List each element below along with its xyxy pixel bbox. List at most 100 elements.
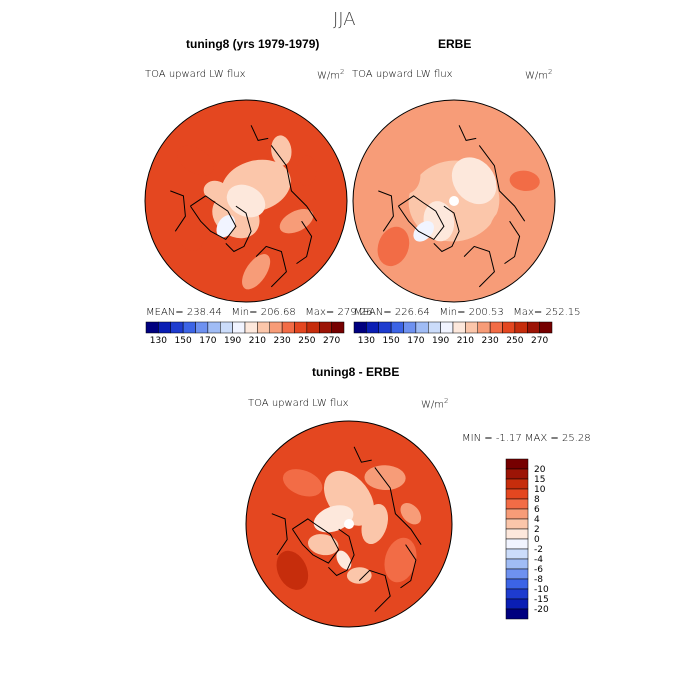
diff-panel-title: tuning8 - ERBE [312, 365, 400, 379]
diff-colorbar-swatch [505, 548, 529, 560]
model-colorbar-swatch [294, 321, 308, 334]
obs-colorbar-tick-label: 270 [531, 336, 548, 346]
obs-colorbar-swatch [514, 321, 528, 334]
diff-max-value: 25.28 [561, 433, 591, 444]
model-colorbar-swatch [257, 321, 270, 334]
diff-colorbar-tick-label: 8 [534, 495, 540, 505]
obs-colorbar-swatch [465, 321, 478, 334]
model-contour-patch [203, 180, 228, 202]
model-colorbar-swatch [207, 321, 221, 334]
diff-contour-patch [276, 550, 309, 590]
diff-colorbar-swatch [505, 498, 529, 510]
obs-colorbar-swatch [452, 321, 466, 334]
model-colorbar-tick-label: 250 [298, 336, 315, 346]
diff-colorbar-swatch [505, 568, 529, 580]
obs-colorbar-swatch [477, 321, 491, 334]
obs-contour-patch [509, 170, 540, 191]
obs-colorbar-swatch [366, 321, 379, 334]
diff-min-label: MIN = [462, 433, 493, 444]
obs-colorbar-swatch [489, 321, 503, 334]
diff-variable-label: TOA upward LW flux [248, 398, 349, 409]
obs-colorbar-swatch [403, 321, 417, 334]
obs-colorbar-tick-label: 130 [358, 336, 375, 346]
model-colorbar-swatch [331, 321, 345, 334]
diff-coastline [374, 467, 422, 545]
model-colorbar-swatch [306, 321, 320, 334]
model-colorbar-swatch [269, 321, 283, 334]
model-colorbar-tick-label: 230 [274, 336, 291, 346]
obs-colorbar: 130 150 170 190 210 230 250 270 [353, 321, 553, 346]
model-colorbar-swatch [158, 321, 171, 334]
diff-colorbar-tick-label: 15 [534, 475, 545, 485]
diff-map-border [245, 420, 453, 628]
obs-contour-patch [451, 157, 497, 205]
diff-stats-line: MIN = -1.17 MAX = 25.28 [462, 433, 591, 444]
model-colorbar: 130 150 170 190 210 230 250 270 [145, 321, 345, 346]
obs-missing-pole [449, 196, 459, 206]
diff-colorbar-tick-label: 6 [534, 505, 540, 515]
diff-coastline [400, 544, 417, 589]
diff-colorbar-tick-label: -15 [534, 595, 549, 605]
obs-colorbar-tick-label: 250 [506, 336, 523, 346]
diff-map [245, 420, 453, 628]
diff-colorbar-swatch [505, 508, 529, 520]
diff-contour-patch [282, 469, 323, 497]
model-contour-patch [242, 254, 271, 290]
obs-colorbar-tick-label: 210 [457, 336, 474, 346]
model-contour-patch [177, 145, 214, 176]
obs-colorbar-swatch [378, 321, 392, 334]
obs-variable-label: TOA upward LW flux [352, 69, 453, 80]
model-colorbar-swatch [319, 321, 332, 334]
model-colorbar-tick-label: 130 [150, 336, 167, 346]
obs-coastline [478, 145, 526, 222]
model-coastline [270, 145, 318, 222]
model-coastline [296, 220, 313, 265]
obs-min-label: Min= [439, 307, 466, 318]
model-coastline [255, 245, 287, 288]
diff-contour-patch [361, 503, 389, 545]
obs-coastline [433, 205, 460, 253]
diff-colorbar-swatch [505, 588, 529, 600]
season-title: JJA [333, 9, 356, 30]
diff-colorbar-tick-label: -10 [534, 585, 549, 595]
diff-coastline [271, 513, 288, 556]
diff-field [246, 421, 452, 627]
model-max-value: 279.26 [337, 307, 373, 318]
model-max-label: Max= [305, 307, 335, 318]
obs-contour-patch [488, 206, 531, 257]
diff-contour-patch [346, 567, 372, 584]
obs-min-value: 200.53 [468, 307, 504, 318]
model-colorbar-swatch [170, 321, 184, 334]
model-contour-patch [226, 184, 266, 218]
diff-coastline [353, 446, 372, 463]
model-min-label: Min= [231, 307, 258, 318]
diff-colorbar-tick-label: -6 [534, 565, 543, 575]
model-mean-label: MEAN= [146, 307, 184, 318]
diff-colorbar-swatch [505, 578, 529, 590]
diff-colorbar-swatch [505, 598, 529, 610]
diff-units-label: W/m2 [421, 397, 449, 411]
model-coastline [250, 125, 269, 141]
model-contour-patch [296, 155, 317, 186]
diff-colorbar-tick-label: 10 [534, 485, 546, 495]
obs-coastline [397, 195, 445, 241]
diff-colorbar-tick-label: -4 [534, 555, 543, 565]
obs-units-label: W/m2 [525, 68, 553, 82]
model-colorbar-swatch [145, 321, 159, 334]
model-coastline [170, 190, 186, 232]
obs-colorbar-tick-label: 170 [407, 336, 424, 346]
model-panel-title: tuning8 (yrs 1979-1979) [186, 37, 320, 51]
diff-colorbar-tick-label: 4 [534, 515, 540, 525]
diff-colorbar-swatch [505, 608, 529, 620]
diff-colorbar-tick-label: -8 [534, 575, 543, 585]
obs-colorbar-swatch [527, 321, 540, 334]
diff-colorbar-swatch [505, 538, 529, 550]
obs-colorbar-tick-label: 190 [432, 336, 449, 346]
diff-coastline [328, 528, 355, 577]
obs-mean-value: 226.64 [394, 307, 430, 318]
diff-colorbar-swatch [505, 488, 529, 500]
model-colorbar-tick-label: 190 [224, 336, 241, 346]
obs-colorbar-tick-label: 230 [482, 336, 499, 346]
diff-colorbar-tick-label: 20 [534, 465, 546, 475]
